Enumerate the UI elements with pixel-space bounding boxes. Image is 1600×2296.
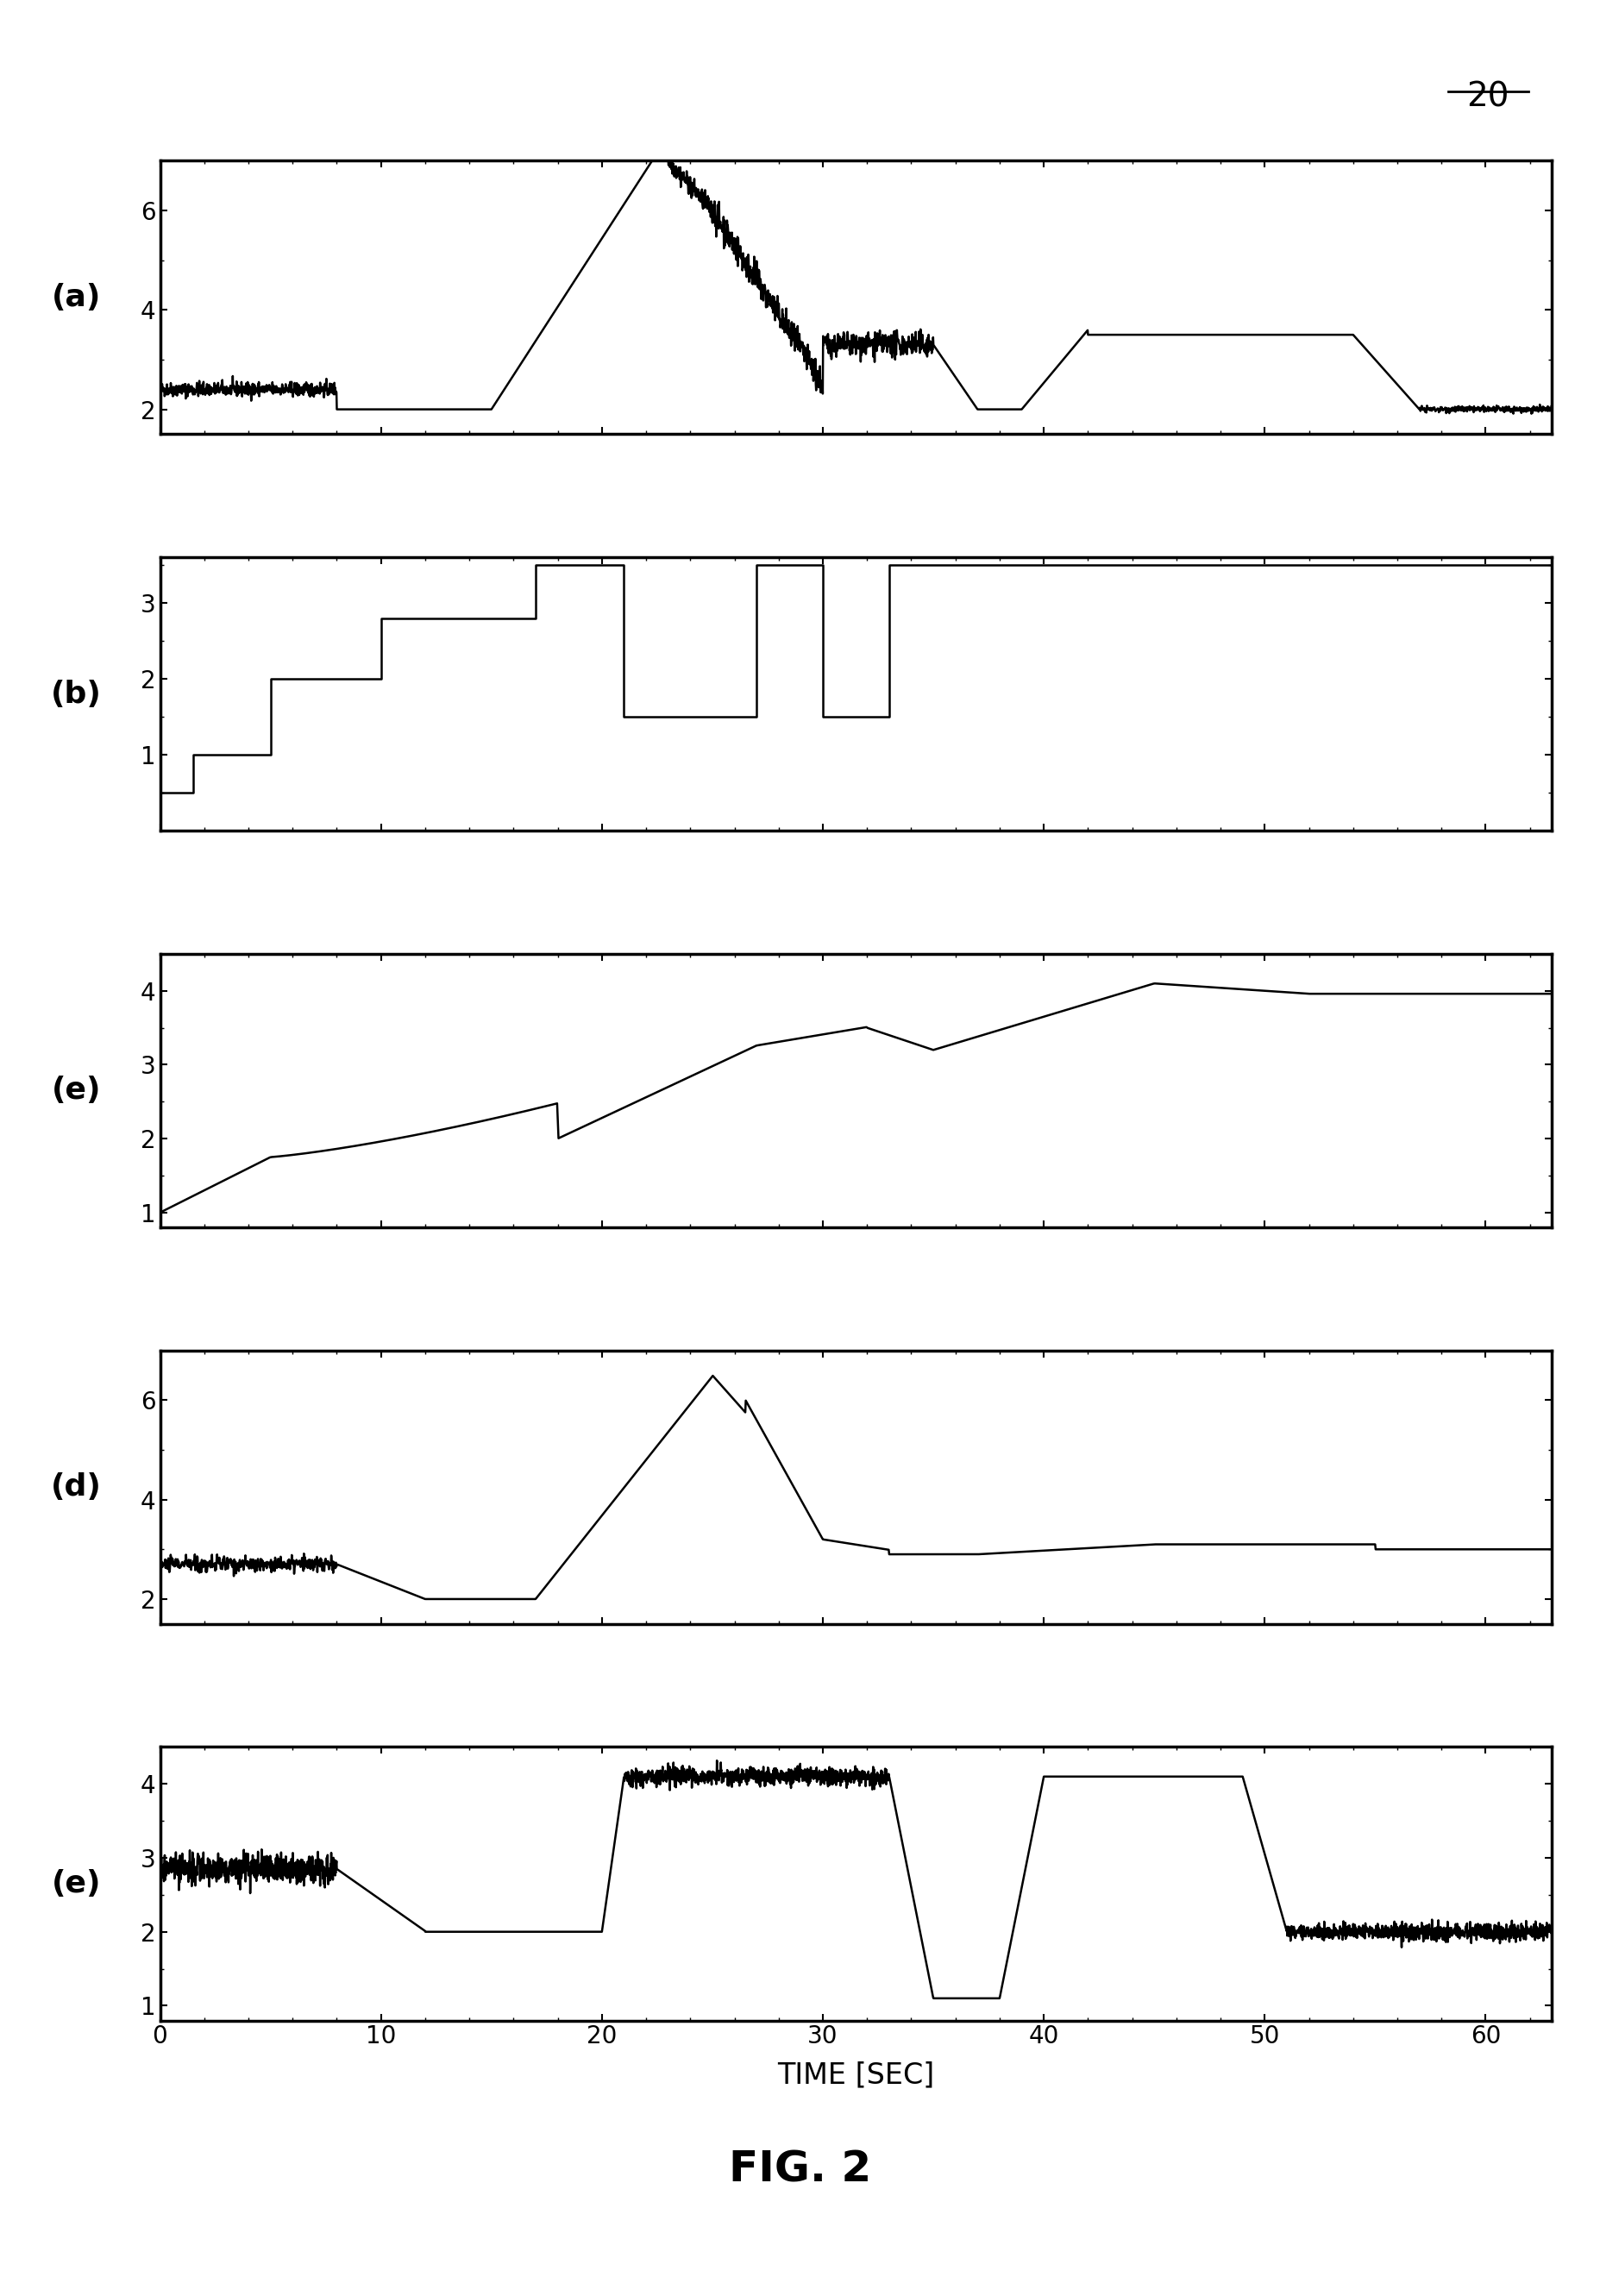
Text: (d): (d)	[51, 1472, 102, 1502]
Text: (e): (e)	[51, 1077, 101, 1104]
Text: (a): (a)	[51, 282, 101, 312]
Text: (e): (e)	[51, 1869, 101, 1899]
Text: (b): (b)	[51, 680, 102, 709]
Text: FIG. 2: FIG. 2	[728, 2149, 872, 2190]
X-axis label: TIME [SEC]: TIME [SEC]	[778, 2062, 934, 2089]
Text: 20: 20	[1467, 80, 1509, 113]
